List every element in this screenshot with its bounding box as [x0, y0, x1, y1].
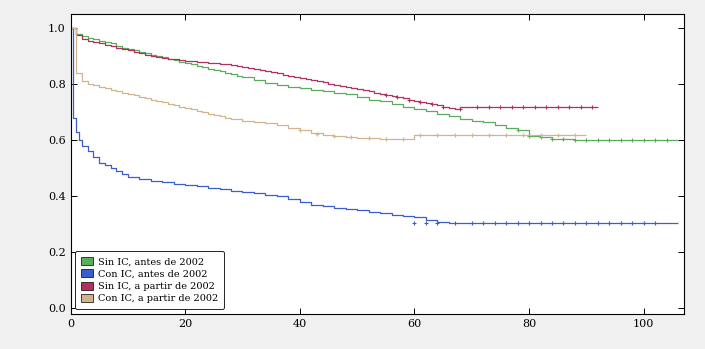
Legend: Sin IC, antes de 2002, Con IC, antes de 2002, Sin IC, a partir de 2002, Con IC, : Sin IC, antes de 2002, Con IC, antes de … [75, 251, 223, 309]
